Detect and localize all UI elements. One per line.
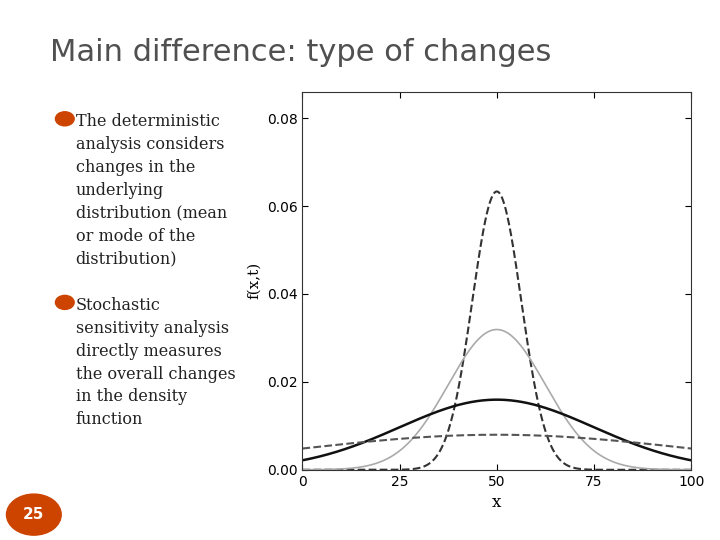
Text: Stochastic
sensitivity analysis
directly measures
the overall changes
in the den: Stochastic sensitivity analysis directly… (76, 297, 235, 428)
Text: Main difference: type of changes: Main difference: type of changes (50, 38, 552, 67)
Y-axis label: f(x,t): f(x,t) (247, 262, 261, 299)
X-axis label: x: x (492, 494, 502, 511)
Circle shape (6, 494, 61, 535)
Circle shape (55, 112, 74, 126)
Text: 25: 25 (23, 507, 45, 522)
Circle shape (55, 295, 74, 309)
Text: The deterministic
analysis considers
changes in the
underlying
distribution (mea: The deterministic analysis considers cha… (76, 113, 227, 267)
